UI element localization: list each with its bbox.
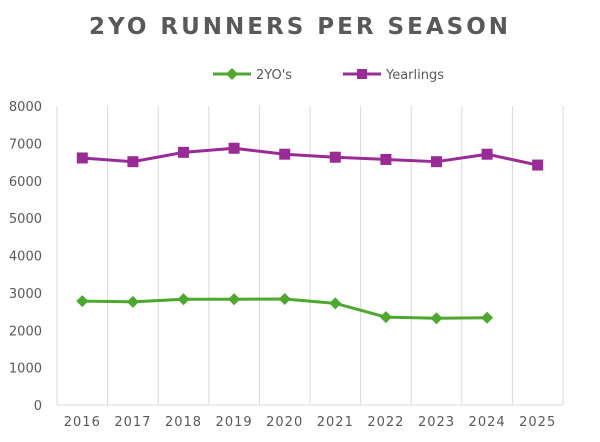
data-point-diamond xyxy=(481,311,494,324)
data-point-diamond xyxy=(278,293,291,306)
x-tick-label: 2017 xyxy=(114,415,151,430)
data-point-diamond xyxy=(329,297,342,310)
data-point-square xyxy=(532,159,544,171)
y-tick-label: 1000 xyxy=(9,362,42,377)
data-point-diamond xyxy=(177,293,190,306)
data-point-square xyxy=(279,148,291,160)
data-point-square xyxy=(76,152,88,164)
x-tick-label: 2019 xyxy=(216,415,253,430)
y-tick-label: 0 xyxy=(34,399,42,414)
data-point-square xyxy=(380,153,392,165)
data-point-diamond xyxy=(126,295,139,308)
x-tick-label: 2021 xyxy=(317,415,354,430)
data-point-square xyxy=(329,151,341,163)
x-tick-label: 2022 xyxy=(367,415,404,430)
y-tick-label: 3000 xyxy=(9,287,42,302)
x-tick-label: 2024 xyxy=(469,415,506,430)
data-point-square xyxy=(228,142,240,154)
legend-marker-diamond xyxy=(226,68,238,80)
x-tick-label: 2023 xyxy=(418,415,455,430)
data-point-square xyxy=(431,156,442,168)
data-point-diamond xyxy=(76,295,89,308)
legend-label: Yearlings xyxy=(385,68,444,83)
data-point-diamond xyxy=(430,312,443,325)
data-point-square xyxy=(178,146,189,158)
y-tick-label: 6000 xyxy=(9,175,42,190)
data-point-square xyxy=(127,156,139,168)
data-point-diamond xyxy=(379,311,392,324)
x-tick-label: 2025 xyxy=(519,415,556,430)
y-tick-label: 4000 xyxy=(9,250,42,265)
chart-title: 2YO RUNNERS PER SEASON xyxy=(88,14,511,40)
y-tick-label: 7000 xyxy=(9,137,42,152)
y-tick-label: 5000 xyxy=(9,212,42,227)
legend-marker-square xyxy=(357,69,367,79)
data-point-diamond xyxy=(228,293,241,306)
x-tick-label: 2020 xyxy=(266,415,303,430)
x-tick-label: 2016 xyxy=(64,415,101,430)
x-tick-label: 2018 xyxy=(165,415,202,430)
series-line-1 xyxy=(82,146,539,167)
data-point-square xyxy=(481,148,493,160)
y-tick-label: 2000 xyxy=(9,324,42,339)
legend-label: 2YO's xyxy=(256,68,292,83)
y-tick-label: 8000 xyxy=(9,100,42,115)
